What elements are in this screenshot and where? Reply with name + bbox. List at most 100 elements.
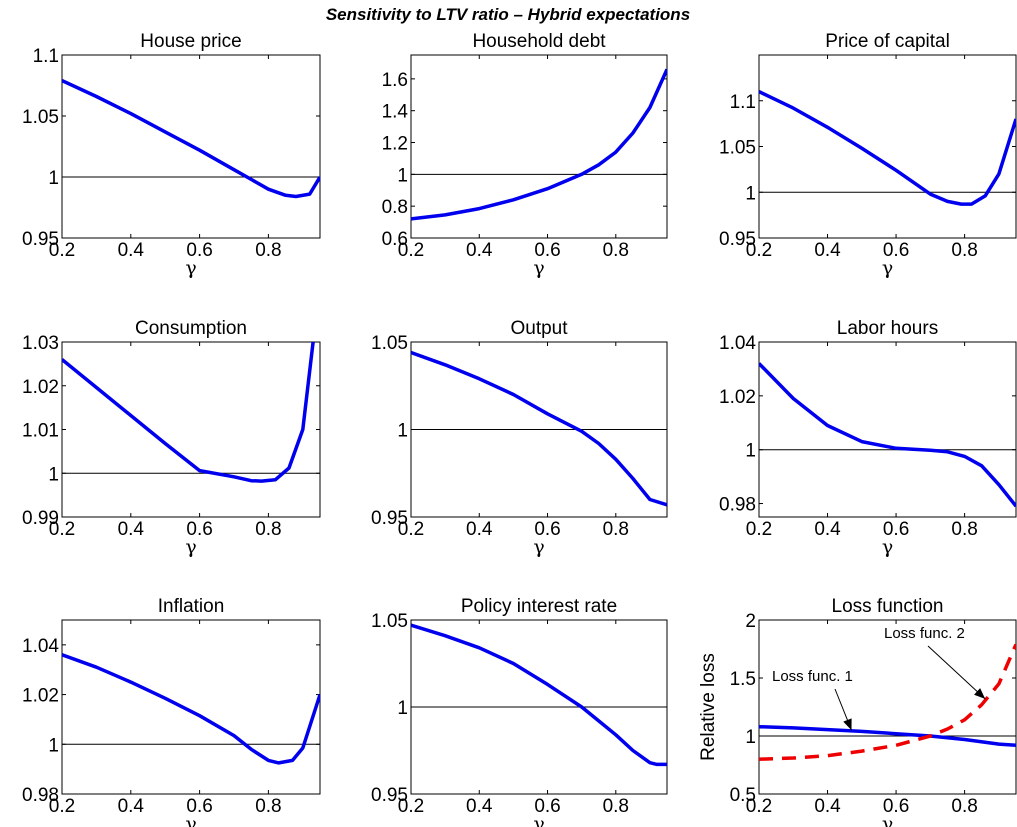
x-axis-label: γ xyxy=(882,536,893,558)
chart-panel-2: 0.2 0.4 0.6 0.8 0.6 0.8 1 1.2 1.4 1.6 Household de… xyxy=(382,31,668,279)
x-tick-label: 0.6 xyxy=(883,796,909,817)
x-tick-label: 0.8 xyxy=(951,796,977,817)
chart-panel-6: 0.2 0.4 0.6 0.8 0.98 1 1.02 1.04 Labor hours γ xyxy=(719,318,1017,558)
y-tick-label: 1 xyxy=(397,698,408,719)
x-tick-label: 0.4 xyxy=(814,519,841,540)
plot-area xyxy=(61,619,321,795)
y-tick-label: 1 xyxy=(745,441,756,462)
y-tick-label: 1.01 xyxy=(22,421,59,442)
x-tick-label: 0.6 xyxy=(534,796,560,817)
y-tick-label: 2 xyxy=(745,611,756,632)
y-tick-label: 1 xyxy=(397,165,408,186)
x-tick-label: 0.2 xyxy=(49,240,75,261)
chart-panel-1: 0.2 0.4 0.6 0.8 0.95 1 1.05 1.1 House price γ xyxy=(22,31,321,279)
chart-panel-8: 0.2 0.4 0.6 0.8 0.95 1 1.05 Policy interest rat… xyxy=(371,596,668,827)
y-tick-label: 0.6 xyxy=(382,229,408,250)
x-tick-label: 0.2 xyxy=(49,519,75,540)
x-tick-label: 0.8 xyxy=(603,796,629,817)
x-axis-label: γ xyxy=(533,813,544,827)
y-tick-label: 0.8 xyxy=(382,197,408,218)
x-tick-label: 0.4 xyxy=(118,240,145,261)
x-tick-label: 0.4 xyxy=(814,796,841,817)
y-tick-label: 1.5 xyxy=(730,669,756,690)
y-tick-label: 0.95 xyxy=(371,785,408,806)
plot-area xyxy=(410,54,668,239)
y-tick-label: 0.95 xyxy=(22,229,59,250)
x-tick-label: 0.2 xyxy=(398,240,424,261)
chart-panel-9: 0.2 0.4 0.6 0.8 0.5 1 1.5 2 Loss function γ Relati… xyxy=(698,596,1017,827)
series-line xyxy=(411,68,667,221)
x-tick-label: 0.4 xyxy=(466,240,493,261)
x-tick-label: 0.2 xyxy=(746,796,772,817)
plot-area xyxy=(758,341,1017,518)
series-group xyxy=(411,623,667,767)
x-axis-label: γ xyxy=(533,257,544,279)
series-line xyxy=(759,362,1016,508)
y-tick-label: 1.05 xyxy=(719,138,756,159)
plot-area xyxy=(758,54,1017,239)
series-line xyxy=(411,350,667,507)
chart-panel-5: 0.2 0.4 0.6 0.8 0.95 1 1.05 Output γ xyxy=(371,318,668,558)
y-tick-label: 1.02 xyxy=(22,686,59,707)
y-tick-label: 0.95 xyxy=(371,508,408,529)
x-axis-label: γ xyxy=(185,536,196,558)
x-tick-label: 0.6 xyxy=(534,519,560,540)
y-tick-label: 0.95 xyxy=(719,229,756,250)
x-tick-label: 0.4 xyxy=(814,240,841,261)
plot-area xyxy=(758,619,1017,795)
series-line xyxy=(62,79,320,199)
x-tick-label: 0.2 xyxy=(746,240,772,261)
panel-title: Inflation xyxy=(158,596,225,617)
y-tick-label: 1 xyxy=(397,421,408,442)
x-tick-label: 0.4 xyxy=(118,796,145,817)
x-tick-label: 0.2 xyxy=(398,519,424,540)
figure-title: Sensitivity to LTV ratio – Hybrid expect… xyxy=(326,5,690,24)
y-tick-label: 1.05 xyxy=(371,611,408,632)
x-tick-label: 0.4 xyxy=(466,519,493,540)
x-tick-label: 0.2 xyxy=(49,796,75,817)
panel-title: Output xyxy=(510,318,568,339)
series-line xyxy=(759,724,1016,748)
x-tick-label: 0.8 xyxy=(255,240,281,261)
x-tick-label: 0.8 xyxy=(951,519,977,540)
panel-title: House price xyxy=(140,31,241,52)
y-tick-label: 1.6 xyxy=(382,70,408,91)
series-line xyxy=(411,623,667,767)
series-group xyxy=(62,79,320,199)
series-line xyxy=(62,342,315,483)
x-tick-label: 0.2 xyxy=(746,519,772,540)
x-tick-label: 0.6 xyxy=(883,240,909,261)
x-tick-label: 0.6 xyxy=(186,240,212,261)
y-tick-label: 0.98 xyxy=(719,495,756,516)
panel-title: Consumption xyxy=(135,318,247,339)
y-tick-label: 1.05 xyxy=(371,333,408,354)
panel-title: Labor hours xyxy=(837,318,938,339)
x-tick-label: 0.6 xyxy=(186,796,212,817)
y-tick-label: 1 xyxy=(745,183,756,204)
y-tick-label: 1.03 xyxy=(22,333,59,354)
y-tick-label: 1.1 xyxy=(730,92,756,113)
x-tick-label: 0.8 xyxy=(255,519,281,540)
x-tick-label: 0.6 xyxy=(534,240,560,261)
x-tick-label: 0.8 xyxy=(255,796,281,817)
chart-panel-4: 0.2 0.4 0.6 0.8 0.99 1 1.01 1.02 1.03 Consumption… xyxy=(22,318,321,558)
series-line xyxy=(62,653,320,765)
annotation-arrow-head xyxy=(843,718,852,731)
series-group xyxy=(62,653,320,765)
y-tick-label: 1.04 xyxy=(22,636,59,657)
x-tick-label: 0.4 xyxy=(466,796,493,817)
panel-title: Loss function xyxy=(832,596,944,617)
y-tick-label: 1.02 xyxy=(22,377,59,398)
x-tick-label: 0.8 xyxy=(951,240,977,261)
y-tick-label: 1.1 xyxy=(33,46,59,67)
annotation-label: Loss func. 2 xyxy=(884,625,965,642)
y-tick-label: 1 xyxy=(48,464,59,485)
x-tick-label: 0.6 xyxy=(883,519,909,540)
chart-panel-7: 0.2 0.4 0.6 0.8 0.98 1 1.02 1.04 Inflation γ xyxy=(22,596,321,827)
x-axis-label: γ xyxy=(185,257,196,279)
series-group xyxy=(411,350,667,507)
plot-area xyxy=(61,341,321,518)
series-group xyxy=(62,342,315,483)
y-tick-label: 1 xyxy=(48,168,59,189)
